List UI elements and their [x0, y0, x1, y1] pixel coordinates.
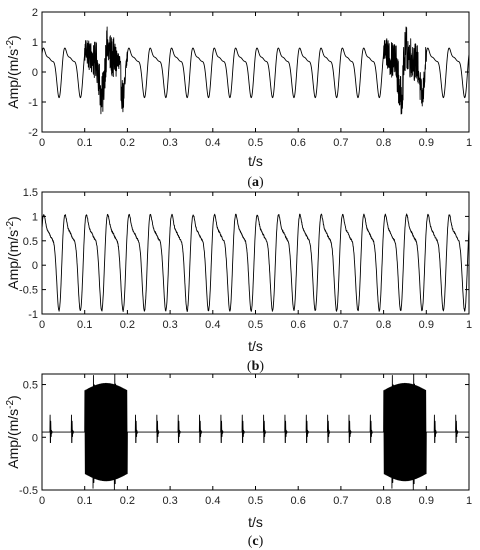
x-tick-label-b-5: 0.5	[248, 319, 263, 331]
signal-trace-c	[41, 373, 470, 491]
x-tick-label-b-8: 0.8	[376, 319, 391, 331]
x-tick-label-a-10: 1	[466, 137, 472, 149]
caption-a: (a)	[247, 175, 264, 190]
x-tick-label-a-6: 0.6	[291, 137, 306, 149]
x-tick-label-a-3: 0.3	[162, 137, 177, 149]
y-tick-label-a-2: 0	[32, 67, 38, 79]
signal-trace-b	[41, 213, 470, 313]
ticks-a: 0 0.1 0.2 0.3 0.4 0.5 0.6 0.7 0.8 0.9 1 -2 -1 0 1 2	[28, 7, 472, 149]
x-tick-label-a-9: 0.9	[419, 137, 434, 149]
x-tick-label-b-7: 0.7	[333, 319, 348, 331]
x-tick-label-b-6: 0.6	[291, 319, 306, 331]
y-tick-label-c-1: 0	[32, 432, 38, 444]
caption-c: (c)	[248, 534, 264, 549]
y-tick-label-a-3: 1	[32, 37, 38, 49]
x-tick-label-b-3: 0.3	[162, 319, 177, 331]
plot-area-b	[41, 191, 470, 315]
y-tick-label-b-2: 0	[32, 260, 38, 272]
y-tick-label-c-2: 0.5	[23, 380, 38, 392]
x-tick-label-c-2: 0.2	[120, 495, 135, 507]
x-tick-label-c-9: 0.9	[419, 495, 434, 507]
y-tick-label-a-1: -1	[28, 97, 38, 109]
ticks-c: 0 0.1 0.2 0.3 0.4 0.5 0.6 0.7 0.8 0.9 1-0.500.5	[19, 374, 472, 507]
caption-b: (b)	[247, 359, 264, 374]
x-tick-label-c-4: 0.4	[205, 495, 220, 507]
x-tick-label-b-2: 0.2	[120, 319, 135, 331]
y-tick-label-b-5: 1.5	[23, 187, 38, 199]
panel-a: 0 0.1 0.2 0.3 0.4 0.5 0.6 0.7 0.8 0.9 1 -2 -1 0 1 2 t/s…	[5, 7, 473, 190]
y-axis-label-c: Amp/(m/s-2)	[5, 395, 22, 468]
x-tick-label-b-4: 0.4	[205, 319, 220, 331]
x-tick-label-a-2: 0.2	[120, 137, 135, 149]
x-tick-label-b-0: 0	[39, 319, 45, 331]
y-tick-label-a-4: 2	[32, 7, 38, 19]
signal-trace-a	[41, 26, 470, 115]
x-tick-label-b-10: 1	[466, 319, 472, 331]
y-axis-label-b: Amp/(m/s-2)	[5, 216, 22, 289]
y-tick-label-c-0: -0.5	[19, 485, 38, 497]
x-tick-label-b-1: 0.1	[77, 319, 92, 331]
y-tick-label-b-4: 1	[32, 211, 38, 223]
x-tick-label-a-5: 0.5	[248, 137, 263, 149]
x-tick-label-c-10: 1	[466, 495, 472, 507]
x-tick-label-c-1: 0.1	[77, 495, 92, 507]
x-tick-label-c-8: 0.8	[376, 495, 391, 507]
x-tick-label-c-0: 0	[39, 495, 45, 507]
ticks-b: 0 0.1 0.2 0.3 0.4 0.5 0.6 0.7 0.8 0.9 1 -1 -0.5 0 0.5 1…	[19, 187, 472, 331]
y-tick-label-b-0: -1	[28, 309, 38, 321]
x-tick-label-a-4: 0.4	[205, 137, 220, 149]
x-axis-label-a: t/s	[248, 153, 263, 169]
x-tick-label-a-7: 0.7	[333, 137, 348, 149]
y-tick-label-b-1: -0.5	[19, 285, 38, 297]
panel-b: 0 0.1 0.2 0.3 0.4 0.5 0.6 0.7 0.8 0.9 1 -1 -0.5 0 0.5 1…	[5, 187, 473, 374]
x-tick-label-c-7: 0.7	[333, 495, 348, 507]
y-tick-label-b-3: 0.5	[23, 236, 38, 248]
x-tick-label-a-1: 0.1	[77, 137, 92, 149]
x-tick-label-c-6: 0.6	[291, 495, 306, 507]
x-axis-label-b: t/s	[248, 338, 263, 354]
panel-c: 0 0.1 0.2 0.3 0.4 0.5 0.6 0.7 0.8 0.9 1-0.500.5 t/…	[5, 373, 472, 549]
x-tick-label-c-3: 0.3	[162, 495, 177, 507]
y-tick-label-a-0: -2	[28, 127, 38, 139]
x-tick-label-c-5: 0.5	[248, 495, 263, 507]
y-axis-label-a: Amp/(m/s-2)	[5, 35, 22, 108]
x-tick-label-b-9: 0.9	[419, 319, 434, 331]
x-tick-label-a-0: 0	[39, 137, 45, 149]
x-axis-label-c: t/s	[248, 514, 263, 530]
x-tick-label-a-8: 0.8	[376, 137, 391, 149]
